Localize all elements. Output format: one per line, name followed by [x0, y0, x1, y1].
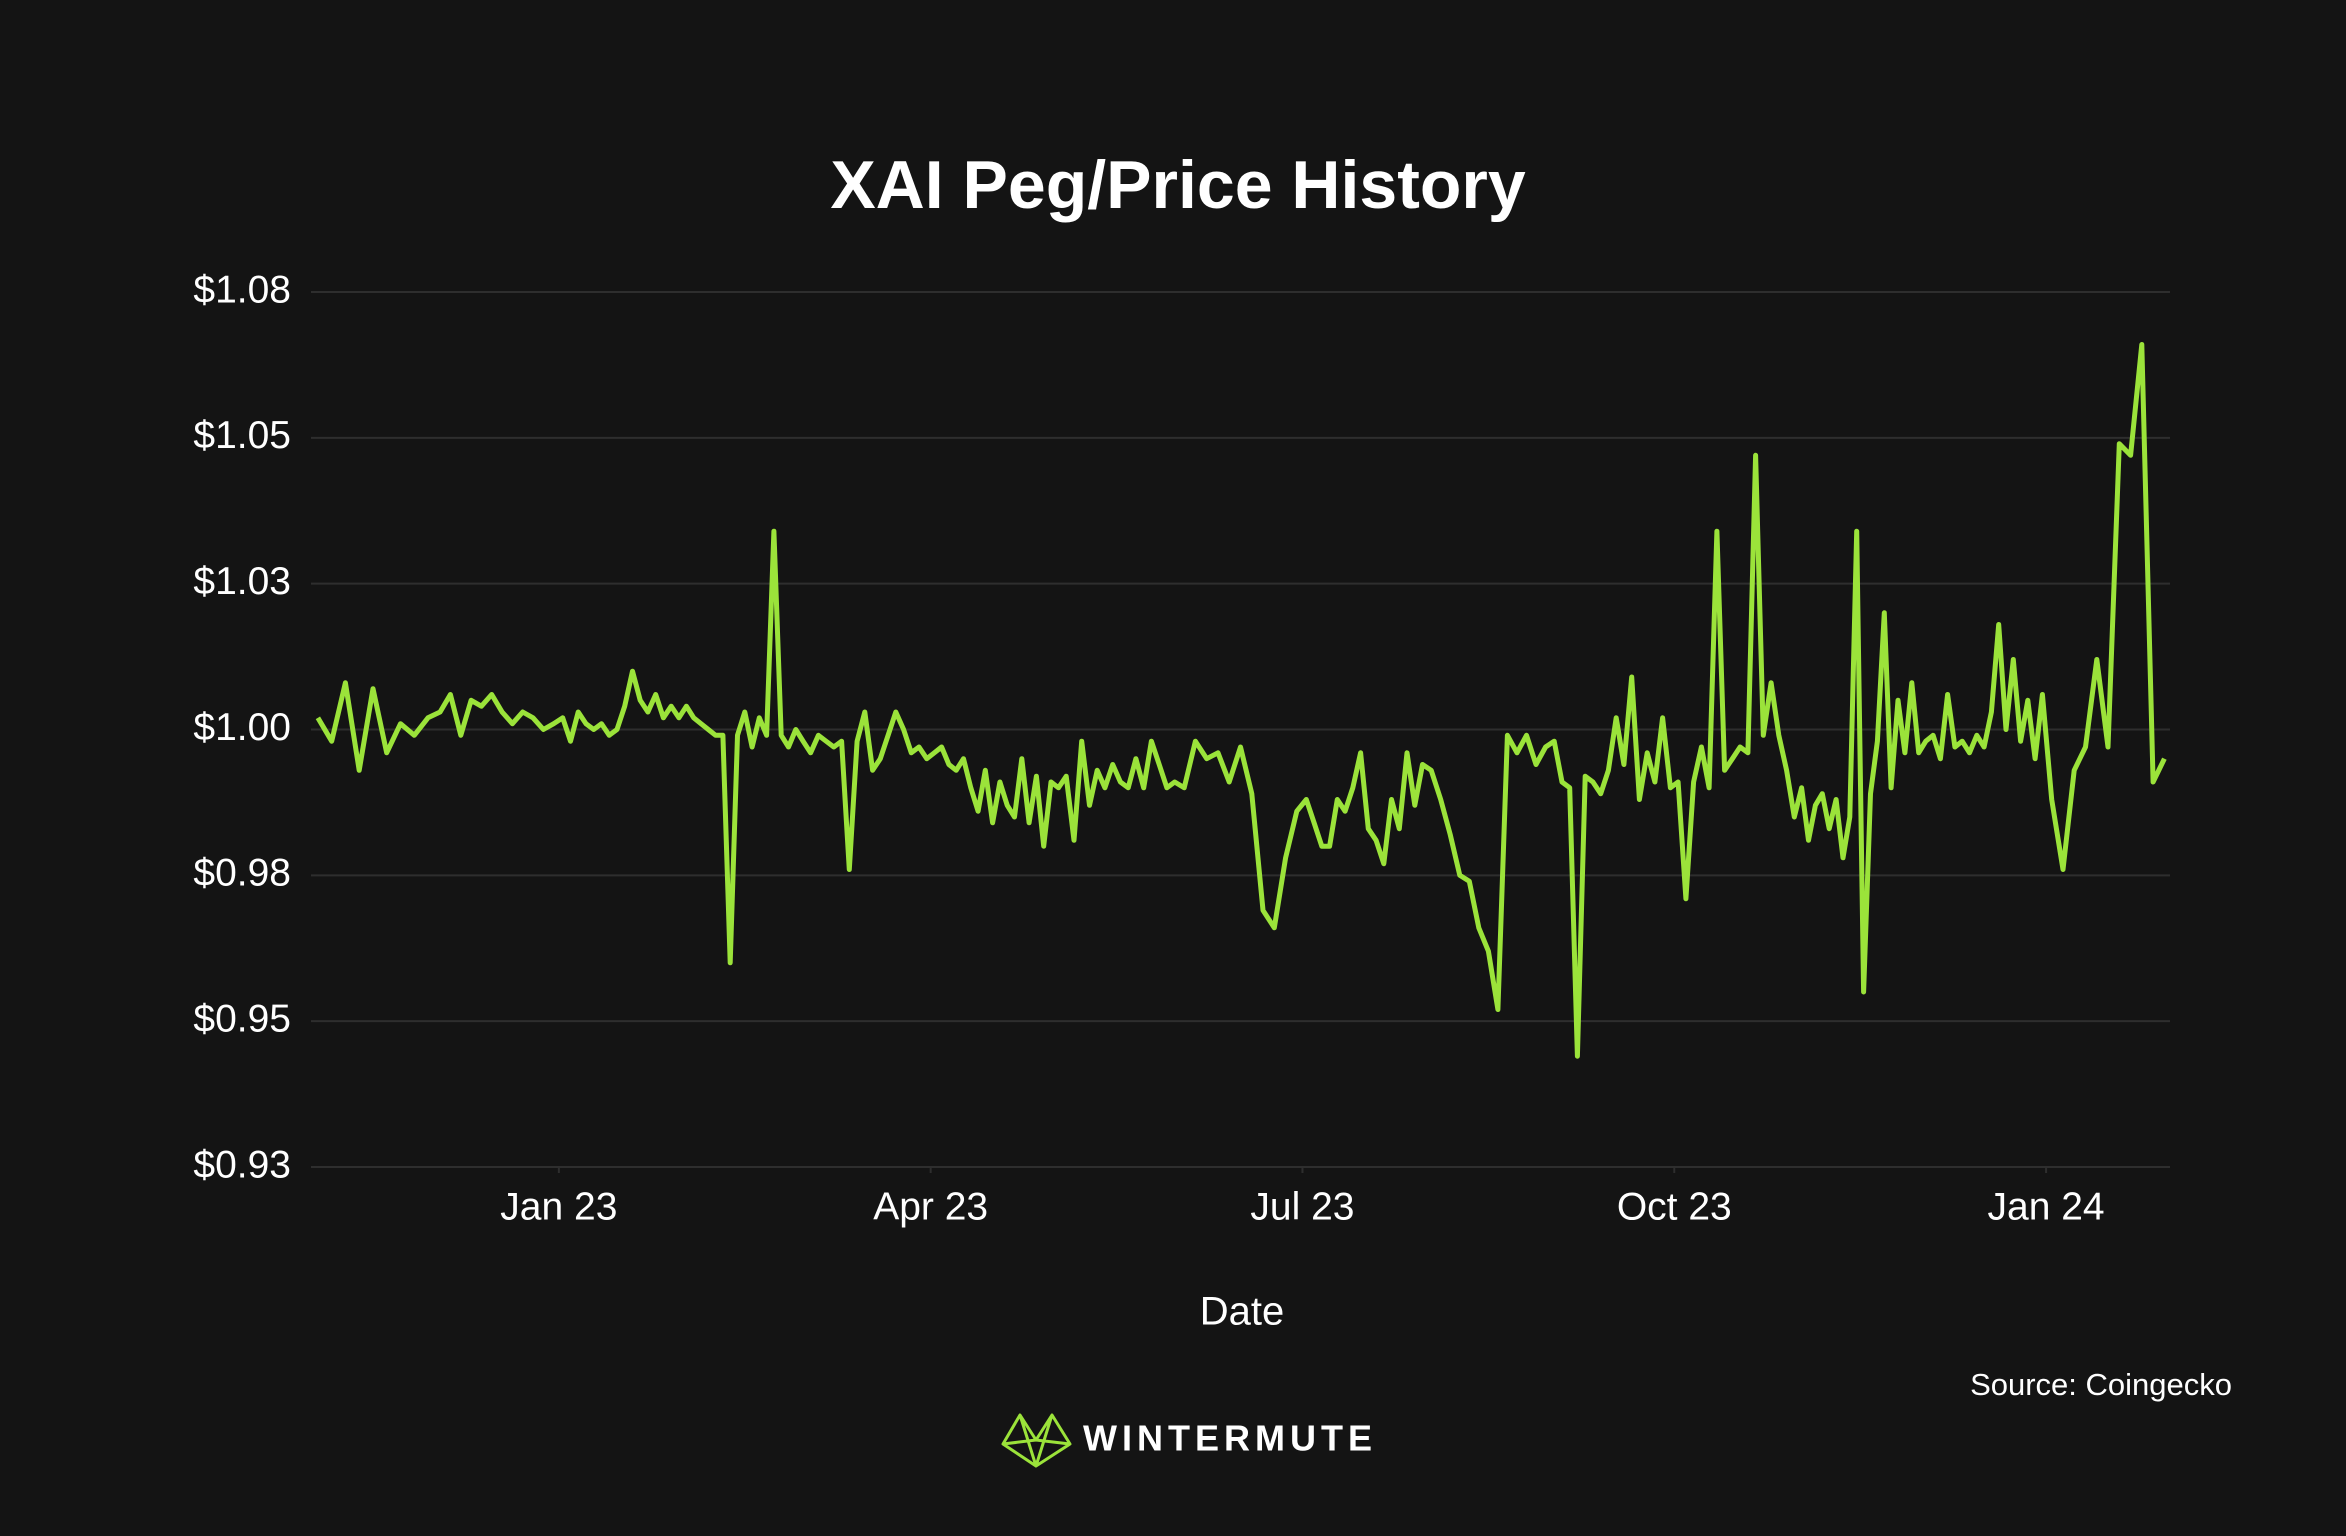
x-tick-label: Jul 23 [1250, 1185, 1354, 1228]
y-tick-label: $1.08 [193, 268, 291, 311]
y-tick-label: $0.93 [193, 1143, 291, 1186]
y-tick-label: $0.98 [193, 852, 291, 895]
x-axis-label: Date [1200, 1290, 1285, 1334]
x-tick-label: Jan 23 [500, 1185, 617, 1228]
y-tick-label: $1.00 [193, 706, 291, 749]
price-line [315, 342, 2167, 1059]
y-tick-label: $0.95 [193, 997, 291, 1040]
brand-icon [1001, 1413, 1072, 1468]
y-tick-label: $1.03 [193, 560, 291, 603]
brand-text: WINTERMUTE [1083, 1418, 1377, 1459]
chart-title: XAI Peg/Price History [830, 147, 1526, 223]
x-tick-label: Jan 24 [1988, 1185, 2105, 1228]
x-tick-label: Apr 23 [873, 1185, 988, 1228]
y-tick-label: $1.05 [193, 414, 291, 457]
source-note: Source: Coingecko [1970, 1367, 2232, 1402]
brand-logo [1001, 1413, 1072, 1468]
x-tick-label: Oct 23 [1617, 1185, 1732, 1228]
